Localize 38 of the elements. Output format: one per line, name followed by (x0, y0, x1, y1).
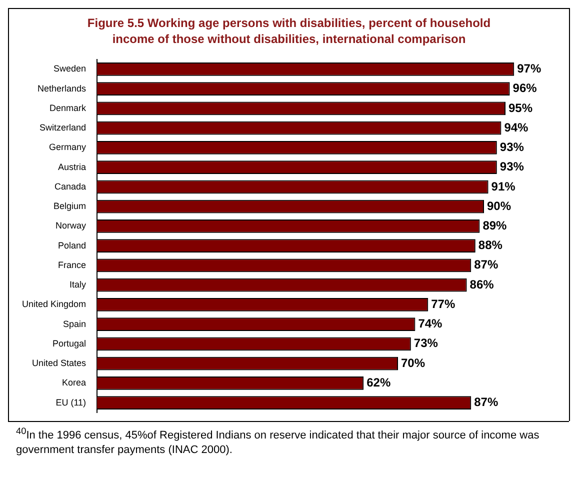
y-tick-label: Switzerland (40, 122, 86, 133)
data-label: 97% (517, 62, 542, 76)
y-tick-label: Sweden (54, 64, 86, 74)
y-tick-label: France (58, 260, 86, 270)
y-tick-label: Portugal (52, 338, 86, 349)
y-tick-label: Belgium (54, 201, 86, 212)
y-tick-label: Canada (54, 182, 86, 192)
data-label: 73% (414, 336, 438, 351)
data-label: 94% (504, 120, 529, 135)
y-tick-label: Norway (56, 221, 87, 232)
data-label: 77% (431, 297, 456, 312)
data-label: 62% (366, 376, 391, 390)
data-label: 74% (418, 316, 443, 331)
y-tick-label: EU (11) (56, 398, 86, 408)
data-label: 70% (401, 356, 426, 370)
y-tick-label: Korea (62, 378, 86, 388)
chart-title: Figure 5.5 Working age persons with disabilities, percent of household income of those without disabilities, international comparison (86, 15, 492, 48)
y-tick-label: Denmark (50, 103, 87, 114)
data-label: 86% (470, 278, 494, 292)
y-tick-label: United States (32, 358, 87, 368)
data-label: 96% (512, 82, 538, 96)
text: $^{40}$In the 1996 census, 45%of Registered Indians on reserve indicated that their major source of income was government transfer payments (INAC 2000). (8, 421, 569, 462)
data-label: 93% (500, 140, 524, 154)
data-label: 90% (487, 199, 512, 214)
data-label: 93% (500, 160, 524, 174)
y-tick-label: Poland (58, 240, 86, 251)
data-label: 89% (482, 218, 508, 233)
data-label: 91% (491, 180, 516, 194)
y-tick-label: Italy (70, 280, 87, 290)
data-label: 87% (474, 258, 498, 272)
data-label: 95% (508, 101, 533, 116)
data-label: 87% (474, 395, 498, 410)
y-tick-label: Germany (49, 142, 87, 153)
data-label: 88% (478, 238, 503, 252)
y-tick-label: Austria (58, 162, 86, 172)
y-tick-label: Spain (63, 319, 86, 330)
y-tick-label: Netherlands (38, 84, 87, 94)
y-tick-label: United Kingdom (22, 300, 86, 310)
